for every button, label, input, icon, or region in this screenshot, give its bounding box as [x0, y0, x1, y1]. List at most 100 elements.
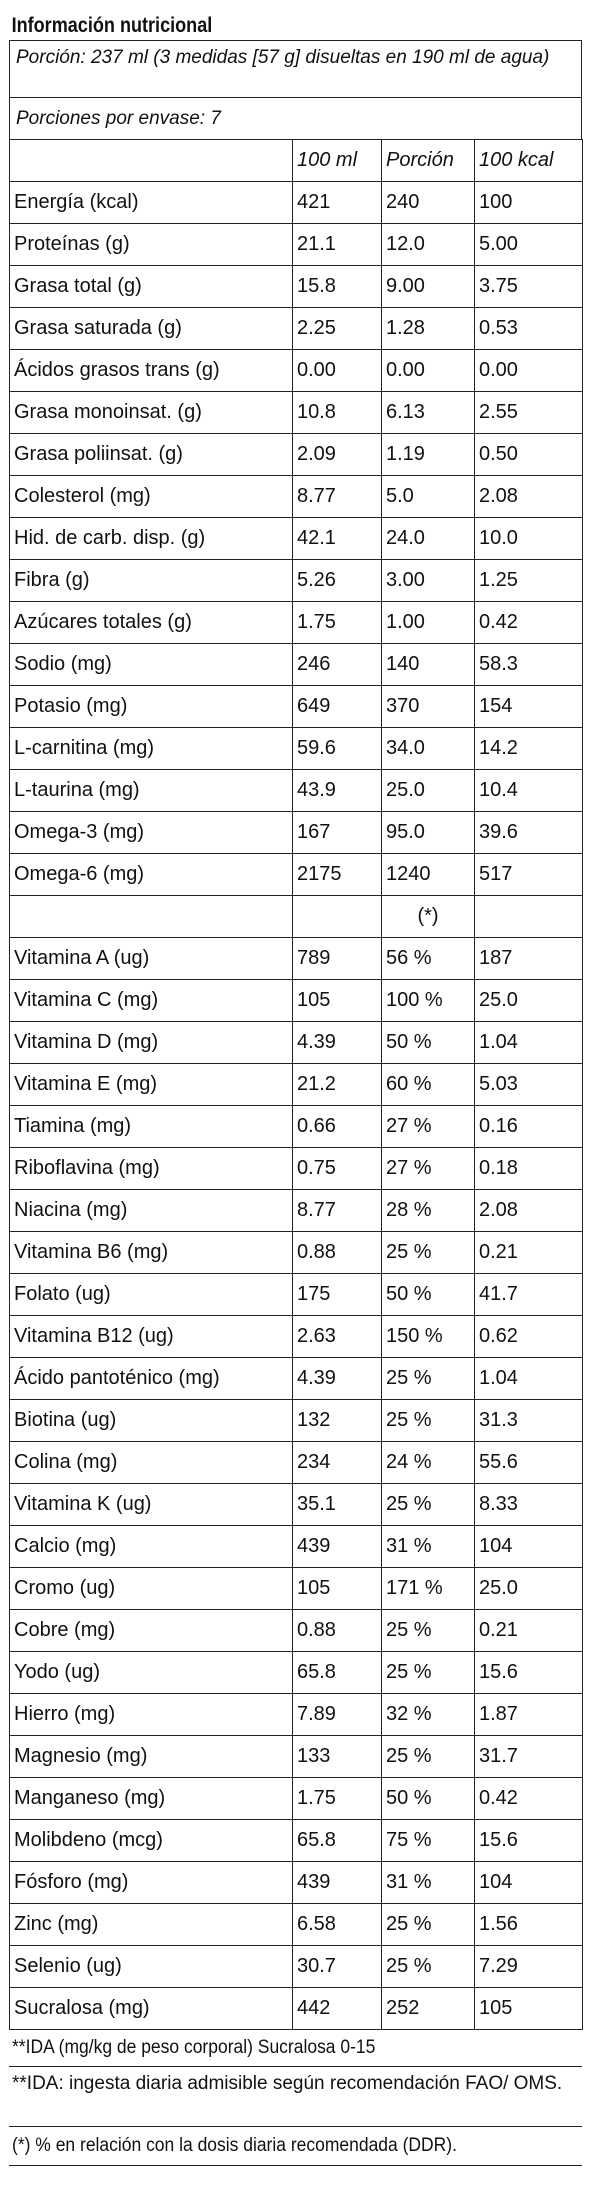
table-row: Omega-3 (mg) 167 95.0 39.6 — [9, 811, 583, 854]
table-row: Energía (kcal) 421 240 100 — [9, 181, 583, 224]
value-per-100ml: 132 — [292, 1399, 382, 1442]
value-per-portion: 25 % — [381, 1945, 475, 1988]
vitamin-header-row: (*) — [9, 895, 583, 938]
label-title: Información nutricional — [11, 14, 213, 37]
value-per-100kcal: 0.50 — [474, 433, 583, 476]
nutrient-name: Calcio (mg) — [9, 1525, 293, 1568]
value-per-100ml: 0.00 — [292, 349, 382, 392]
value-per-100kcal: 0.21 — [474, 1609, 583, 1652]
vitamin-row: Vitamina E (mg) 21.2 60 % 5.03 — [9, 1063, 583, 1106]
value-per-100kcal: 3.75 — [474, 265, 583, 308]
value-per-100kcal: 10.4 — [474, 769, 583, 812]
nutrient-name: Omega-6 (mg) — [9, 853, 293, 896]
value-per-portion: 25 % — [381, 1357, 475, 1400]
value-per-100ml: 133 — [292, 1735, 382, 1778]
vitamin-row: Niacina (mg) 8.77 28 % 2.08 — [9, 1189, 583, 1232]
footnote-ddr: (*) % en relación con la dosis diaria re… — [9, 2127, 582, 2165]
nutrient-name: Manganeso (mg) — [9, 1777, 293, 1820]
value-per-100ml: 246 — [292, 643, 382, 686]
value-per-100ml: 442 — [292, 1987, 382, 2030]
value-per-100ml: 0.88 — [292, 1231, 382, 1274]
value-per-100ml: 15.8 — [292, 265, 382, 308]
nutrient-name: Magnesio (mg) — [9, 1735, 293, 1778]
value-per-portion: 25 % — [381, 1735, 475, 1778]
value-per-portion: 24.0 — [381, 517, 475, 560]
value-per-100kcal: 2.08 — [474, 475, 583, 518]
value-per-portion: 140 — [381, 643, 475, 686]
value-per-100kcal: 25.0 — [474, 1567, 583, 1610]
value-per-100kcal: 0.62 — [474, 1315, 583, 1358]
value-per-100ml: 4.39 — [292, 1357, 382, 1400]
column-header-100kcal: 100 kcal — [474, 139, 583, 182]
value-per-100kcal: 31.3 — [474, 1399, 583, 1442]
value-per-portion: 1.19 — [381, 433, 475, 476]
value-per-100ml: 42.1 — [292, 517, 382, 560]
footnote-ida-definition: **IDA: ingesta diaria admisible según re… — [9, 2067, 582, 2127]
nutrient-name: Vitamina D (mg) — [9, 1021, 293, 1064]
value-per-portion: 25 % — [381, 1483, 475, 1526]
table-row: Hid. de carb. disp. (g) 42.1 24.0 10.0 — [9, 517, 583, 560]
nutrient-name: Ácidos grasos trans (g) — [9, 349, 293, 392]
value-per-100kcal: 0.21 — [474, 1231, 583, 1274]
value-per-portion: 6.13 — [381, 391, 475, 434]
nutrient-name: Biotina (ug) — [9, 1399, 293, 1442]
vitamin-row: Vitamina C (mg) 105 100 % 25.0 — [9, 979, 583, 1022]
footnotes: **IDA (mg/kg de peso corporal) Sucralosa… — [9, 2030, 582, 2166]
column-header-nutrient — [9, 139, 293, 182]
servings-per-container: Porciones por envase: 7 — [9, 97, 582, 139]
table-row: Fibra (g) 5.26 3.00 1.25 — [9, 559, 583, 602]
nutrient-name: Grasa monoinsat. (g) — [9, 391, 293, 434]
vitamin-header-blank — [292, 895, 382, 938]
value-per-100ml: 175 — [292, 1273, 382, 1316]
nutrient-name: Vitamina B12 (ug) — [9, 1315, 293, 1358]
table-row: Grasa saturada (g) 2.25 1.28 0.53 — [9, 307, 583, 350]
value-per-100kcal: 2.08 — [474, 1189, 583, 1232]
nutrient-name: Potasio (mg) — [9, 685, 293, 728]
value-per-portion: 95.0 — [381, 811, 475, 854]
value-per-portion: 150 % — [381, 1315, 475, 1358]
nutrient-name: Vitamina E (mg) — [9, 1063, 293, 1106]
value-per-100kcal: 55.6 — [474, 1441, 583, 1484]
column-header-portion: Porción — [381, 139, 475, 182]
nutrient-name: Niacina (mg) — [9, 1189, 293, 1232]
value-per-100ml: 167 — [292, 811, 382, 854]
value-per-100ml: 5.26 — [292, 559, 382, 602]
nutrient-name: Colina (mg) — [9, 1441, 293, 1484]
vitamin-row: Folato (ug) 175 50 % 41.7 — [9, 1273, 583, 1316]
vitamin-row: Magnesio (mg) 133 25 % 31.7 — [9, 1735, 583, 1778]
vitamin-row: Vitamina K (ug) 35.1 25 % 8.33 — [9, 1483, 583, 1526]
value-per-100kcal: 15.6 — [474, 1819, 583, 1862]
nutrient-name: Vitamina B6 (mg) — [9, 1231, 293, 1274]
nutrient-name: Proteínas (g) — [9, 223, 293, 266]
nutrient-name: Selenio (ug) — [9, 1945, 293, 1988]
table-row: Grasa poliinsat. (g) 2.09 1.19 0.50 — [9, 433, 583, 476]
value-per-portion: 50 % — [381, 1777, 475, 1820]
value-per-100kcal: 0.42 — [474, 1777, 583, 1820]
value-per-portion: 25 % — [381, 1231, 475, 1274]
value-per-100ml: 35.1 — [292, 1483, 382, 1526]
value-per-100kcal: 58.3 — [474, 643, 583, 686]
value-per-portion: 12.0 — [381, 223, 475, 266]
value-per-portion: 25 % — [381, 1399, 475, 1442]
vitamin-row: Tiamina (mg) 0.66 27 % 0.16 — [9, 1105, 583, 1148]
value-per-100ml: 439 — [292, 1861, 382, 1904]
vitamin-row: Ácido pantoténico (mg) 4.39 25 % 1.04 — [9, 1357, 583, 1400]
value-per-100kcal: 7.29 — [474, 1945, 583, 1988]
table-row: Grasa monoinsat. (g) 10.8 6.13 2.55 — [9, 391, 583, 434]
value-per-100kcal: 100 — [474, 181, 583, 224]
value-per-portion: 56 % — [381, 937, 475, 980]
value-per-100kcal: 0.00 — [474, 349, 583, 392]
vitamin-row: Selenio (ug) 30.7 25 % 7.29 — [9, 1945, 583, 1988]
vitamin-row: Biotina (ug) 132 25 % 31.3 — [9, 1399, 583, 1442]
vitamin-header-blank — [474, 895, 583, 938]
vitamin-row: Fósforo (mg) 439 31 % 104 — [9, 1861, 583, 1904]
value-per-100ml: 0.66 — [292, 1105, 382, 1148]
nutrient-name: Cobre (mg) — [9, 1609, 293, 1652]
value-per-portion: 34.0 — [381, 727, 475, 770]
vitamin-row: Vitamina D (mg) 4.39 50 % 1.04 — [9, 1021, 583, 1064]
value-per-100ml: 2.09 — [292, 433, 382, 476]
value-per-portion: 171 % — [381, 1567, 475, 1610]
nutrient-name: Colesterol (mg) — [9, 475, 293, 518]
table-row: L-carnitina (mg) 59.6 34.0 14.2 — [9, 727, 583, 770]
vitamin-row: Vitamina B6 (mg) 0.88 25 % 0.21 — [9, 1231, 583, 1274]
